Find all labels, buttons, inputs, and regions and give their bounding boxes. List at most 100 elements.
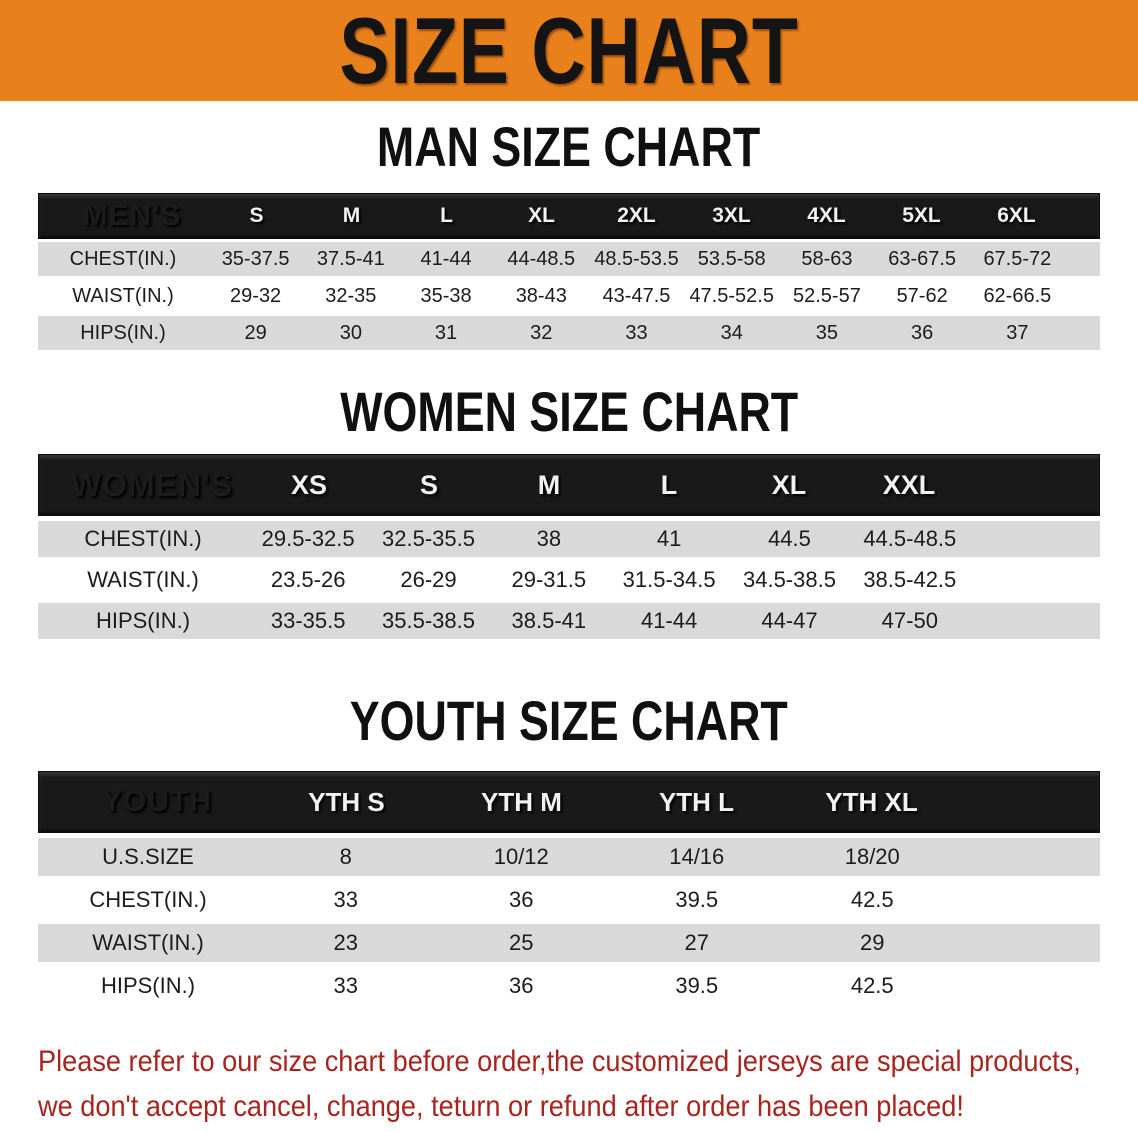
table-cell: 29-32 xyxy=(230,284,282,307)
column-header: YTH M xyxy=(481,786,562,817)
column-header: S xyxy=(419,469,438,500)
table-cell: 25 xyxy=(509,930,534,955)
footer-line-1: Please refer to our size chart before or… xyxy=(38,1045,1081,1078)
banner-title: SIZE CHART xyxy=(339,0,799,103)
row-label: CHEST(IN.) xyxy=(84,526,202,551)
table-row: WAIST(IN.) 29-32 32-35 35-38 38-43 43-47.5 47.… xyxy=(38,279,1100,313)
column-header: S xyxy=(249,204,264,227)
table-cell: 41 xyxy=(656,526,682,551)
women-heading-text: WOMEN SIZE CHART xyxy=(340,380,798,443)
table-cell: 14/16 xyxy=(669,844,725,869)
table-cell: 42.5 xyxy=(850,973,894,998)
row-label: CHEST(IN.) xyxy=(89,887,207,912)
column-header: L xyxy=(660,469,678,500)
column-header: XXL xyxy=(882,469,936,500)
table-cell: 37 xyxy=(1006,321,1029,344)
column-header: M xyxy=(537,469,561,500)
table-cell: 38-43 xyxy=(515,284,567,307)
table-cell: 39.5 xyxy=(675,973,719,998)
column-header: 4XL xyxy=(807,204,846,227)
column-header: XS xyxy=(290,469,328,500)
women-section-heading: WOMEN SIZE CHART xyxy=(0,380,1138,443)
table-row: CHEST(IN.) 29.5-32.5 32.5-35.5 38 41 44.5 44.5… xyxy=(38,521,1100,557)
table-cell: 53.5-58 xyxy=(697,247,766,270)
table-cell: 18/20 xyxy=(844,844,900,869)
table-cell: 38.5-42.5 xyxy=(863,567,957,592)
table-cell: 41-44 xyxy=(420,247,472,270)
table-row: HIPS(IN.) 33-35.5 35.5-38.5 38.5-41 41-44 44-… xyxy=(38,603,1100,639)
column-header: XL xyxy=(528,204,555,227)
table-cell: 10/12 xyxy=(493,844,549,869)
table-cell: 42.5 xyxy=(850,887,894,912)
table-cell: 32 xyxy=(530,321,553,344)
table-cell: 39.5 xyxy=(675,887,719,912)
table-title-cell: MEN'S xyxy=(82,199,182,232)
men-size-table: MEN'S S M L XL 2XL 3XL 4XL 5XL 6XL CHEST(IN.) 35-37… xyxy=(38,193,1100,350)
table-cell: 58-63 xyxy=(801,247,853,270)
table-cell: 37.5-41 xyxy=(316,247,385,270)
table-cell: 35.5-38.5 xyxy=(382,608,475,633)
size-chart-banner: SIZE CHART xyxy=(0,0,1138,101)
section-men: MAN SIZE CHART MEN'S S M L XL 2XL 3XL 4XL 5XL 6XL… xyxy=(0,115,1138,350)
section-youth: YOUTH SIZE CHART YOUTH YTH S YTH M YTH L YTH… xyxy=(0,689,1138,1005)
table-row: WAIST(IN.) 23 25 27 29 xyxy=(38,924,1100,962)
table-cell: 35-37.5 xyxy=(221,247,290,270)
table-cell: 29 xyxy=(860,930,885,955)
row-label: CHEST(IN.) xyxy=(69,247,177,270)
table-cell: 62-66.5 xyxy=(983,284,1052,307)
column-header: YTH XL xyxy=(825,786,918,817)
table-row: HIPS(IN.) 33 36 39.5 42.5 xyxy=(38,967,1100,1005)
table-title-cell: YOUTH xyxy=(102,785,212,818)
table-cell: 47.5-52.5 xyxy=(689,284,774,307)
table-row: CHEST(IN.) 35-37.5 37.5-41 41-44 44-48.5 48.5… xyxy=(38,242,1100,276)
table-cell: 44-48.5 xyxy=(507,247,576,270)
column-header: YTH S xyxy=(308,786,385,817)
table-cell: 38.5-41 xyxy=(511,608,587,633)
table-cell: 36 xyxy=(509,887,534,912)
column-header: XL xyxy=(771,469,807,500)
table-cell: 27 xyxy=(684,930,709,955)
section-women: WOMEN SIZE CHART WOMEN'S XS S M L XL XXL CHEST(… xyxy=(0,380,1138,639)
table-cell: 47-50 xyxy=(881,608,938,633)
table-cell: 63-67.5 xyxy=(888,247,957,270)
column-header: 2XL xyxy=(617,204,656,227)
table-cell: 33-35.5 xyxy=(270,608,346,633)
column-header: M xyxy=(342,204,361,227)
table-cell: 30 xyxy=(339,321,362,344)
footer-note: Please refer to our size chart before or… xyxy=(38,1039,1138,1129)
table-row: U.S.SIZE 8 10/12 14/16 18/20 xyxy=(38,838,1100,876)
table-cell: 26-29 xyxy=(400,567,457,592)
table-cell: 33 xyxy=(333,887,358,912)
table-cell: 38 xyxy=(536,526,562,551)
column-header: 3XL xyxy=(712,204,751,227)
table-cell: 23 xyxy=(333,930,358,955)
table-header-row: YOUTH YTH S YTH M YTH L YTH XL xyxy=(38,771,1100,833)
row-label: HIPS(IN.) xyxy=(100,973,196,998)
men-heading-text: MAN SIZE CHART xyxy=(377,115,761,178)
men-section-heading: MAN SIZE CHART xyxy=(0,115,1138,178)
youth-size-table: YOUTH YTH S YTH M YTH L YTH XL U.S.SIZE 8 10/12… xyxy=(38,771,1100,1005)
row-label: WAIST(IN.) xyxy=(87,567,199,592)
row-label: WAIST(IN.) xyxy=(92,930,204,955)
table-header-row: WOMEN'S XS S M L XL XXL xyxy=(38,454,1100,516)
row-label: HIPS(IN.) xyxy=(80,321,166,344)
table-cell: 44.5 xyxy=(768,526,811,551)
table-cell: 32-35 xyxy=(325,284,377,307)
table-cell: 31.5-34.5 xyxy=(622,567,716,592)
column-header: 6XL xyxy=(997,204,1036,227)
footer-line-2: we don't accept cancel, change, teturn o… xyxy=(38,1090,964,1123)
table-row: HIPS(IN.) 29 30 31 32 33 34 35 36 37 xyxy=(38,316,1100,350)
row-label: U.S.SIZE xyxy=(102,844,194,869)
table-cell: 34 xyxy=(720,321,743,344)
table-cell: 43-47.5 xyxy=(602,284,671,307)
table-cell: 35-38 xyxy=(420,284,472,307)
table-title-cell: WOMEN'S xyxy=(70,466,234,503)
table-row: WAIST(IN.) 23.5-26 26-29 29-31.5 31.5-34.5 34… xyxy=(38,562,1100,598)
table-cell: 44.5-48.5 xyxy=(863,526,957,551)
table-cell: 34.5-38.5 xyxy=(742,567,836,592)
table-cell: 67.5-72 xyxy=(983,247,1052,270)
table-cell: 29 xyxy=(244,321,267,344)
youth-heading-text: YOUTH SIZE CHART xyxy=(349,689,789,752)
table-cell: 35 xyxy=(815,321,839,344)
table-cell: 52.5-57 xyxy=(793,284,861,307)
